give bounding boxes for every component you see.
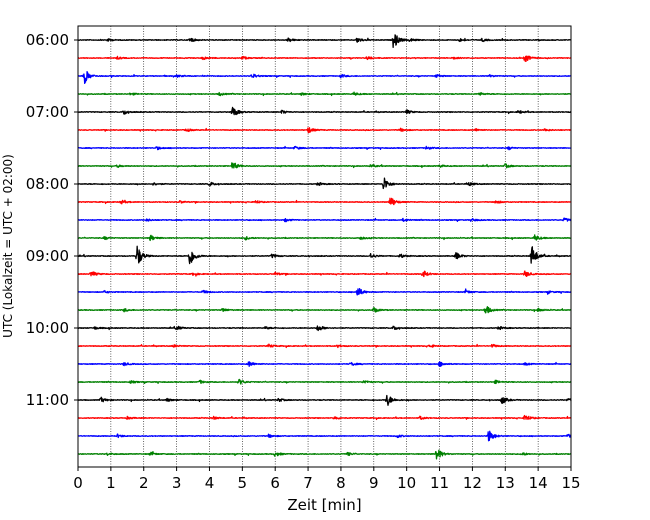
seismogram-trace [77,306,572,314]
seismogram-trace [77,234,572,242]
y-tick-label: 07:00 [26,103,69,121]
seismogram-trace [77,361,572,367]
x-tick-label: 0 [73,474,83,492]
x-tick-label: 11 [430,474,449,492]
x-tick-label: 2 [139,474,149,492]
y-axis-label: UTC (Lokalzeit = UTC + 02:00) [1,154,15,338]
grid-lines [77,26,572,467]
x-tick-label: 12 [463,474,482,492]
seismogram-trace [77,217,572,223]
seismogram-trace [77,245,572,265]
y-tick-label: 06:00 [26,31,69,49]
y-tick-label: 11:00 [26,391,69,409]
x-axis-label: Zeit [min] [287,496,361,514]
seismogram-trace [77,430,572,442]
seismogram-trace [77,325,572,332]
x-tick-label: 14 [529,474,548,492]
x-tick-label: 4 [205,474,215,492]
x-tick-label: 8 [336,474,346,492]
x-tick-label: 7 [303,474,313,492]
seismogram-trace [77,162,572,169]
seismogram-trace [77,270,572,278]
x-tick-label: 13 [496,474,515,492]
x-tick-label: 3 [172,474,182,492]
x-tick-label: 6 [270,474,280,492]
seismogram-trace [77,55,572,62]
seismogram-trace [77,343,572,349]
seismogram-trace [77,414,572,421]
y-tick-label: 10:00 [26,319,69,337]
seismogram-trace [77,288,572,296]
seismogram-trace [77,145,572,151]
seismogram-trace [77,127,572,134]
x-axis-ticks: 0 1 2 3 4 5 6 7 8 9 10 11 12 13 14 15 [73,467,581,492]
seismogram-trace [77,34,572,48]
x-tick-label: 9 [369,474,379,492]
x-tick-label: 10 [397,474,416,492]
y-tick-label: 08:00 [26,175,69,193]
seismogram-trace [77,106,572,116]
y-axis-ticks: 06:00 07:00 08:00 09:00 10:00 11:00 [26,31,78,409]
y-tick-label: 09:00 [26,247,69,265]
seismogram-trace [77,378,572,385]
seismogram-trace [77,177,572,190]
x-tick-label: 15 [561,474,580,492]
seismogram-trace [77,449,572,460]
plot-frame [77,25,572,468]
x-tick-label: 5 [238,474,248,492]
seismogram-trace [77,71,572,85]
seismogram-traces [77,34,572,460]
seismogram-trace [77,197,572,206]
seismogram-trace [77,394,572,406]
seismogram-trace [77,91,572,97]
x-tick-label: 1 [106,474,116,492]
